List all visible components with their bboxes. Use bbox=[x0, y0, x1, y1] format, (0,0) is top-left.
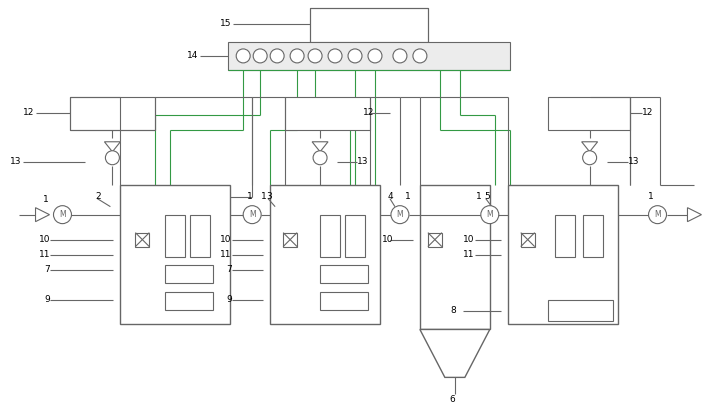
Polygon shape bbox=[312, 142, 328, 152]
Circle shape bbox=[393, 49, 407, 63]
Bar bbox=[428, 232, 442, 247]
Bar bbox=[583, 215, 603, 257]
Text: 1: 1 bbox=[405, 192, 411, 201]
Text: 10: 10 bbox=[220, 235, 231, 244]
Text: 12: 12 bbox=[22, 108, 34, 117]
Polygon shape bbox=[105, 142, 120, 152]
Text: 13: 13 bbox=[357, 157, 368, 166]
Polygon shape bbox=[582, 142, 598, 152]
Text: 11: 11 bbox=[220, 250, 231, 259]
Text: 12: 12 bbox=[363, 108, 374, 117]
Bar bbox=[554, 215, 575, 257]
Circle shape bbox=[270, 49, 284, 63]
Text: M: M bbox=[654, 210, 661, 219]
Circle shape bbox=[53, 206, 71, 224]
Text: 13: 13 bbox=[627, 157, 639, 166]
Circle shape bbox=[236, 49, 250, 63]
Bar bbox=[508, 185, 618, 324]
Circle shape bbox=[583, 151, 596, 165]
Circle shape bbox=[243, 206, 261, 224]
Text: 1: 1 bbox=[247, 192, 253, 201]
Text: 1: 1 bbox=[43, 195, 48, 204]
Bar bbox=[548, 97, 629, 130]
Text: 5: 5 bbox=[484, 192, 490, 201]
Text: 15: 15 bbox=[220, 19, 231, 28]
Circle shape bbox=[328, 49, 342, 63]
Circle shape bbox=[290, 49, 304, 63]
Circle shape bbox=[648, 206, 666, 224]
Circle shape bbox=[368, 49, 382, 63]
Text: 10: 10 bbox=[38, 235, 50, 244]
Circle shape bbox=[481, 206, 499, 224]
Bar bbox=[548, 300, 613, 322]
Text: 7: 7 bbox=[226, 265, 232, 274]
Bar bbox=[285, 97, 370, 130]
Circle shape bbox=[391, 206, 409, 224]
Text: 6: 6 bbox=[449, 395, 455, 404]
Text: 1: 1 bbox=[261, 192, 267, 201]
Bar bbox=[320, 264, 368, 283]
Bar bbox=[320, 215, 340, 257]
Text: M: M bbox=[249, 210, 255, 219]
Bar bbox=[165, 264, 213, 283]
Text: 14: 14 bbox=[187, 51, 199, 60]
Text: M: M bbox=[59, 210, 66, 219]
Text: 8: 8 bbox=[451, 306, 456, 315]
Bar bbox=[71, 97, 155, 130]
Text: 7: 7 bbox=[45, 265, 50, 274]
Text: 12: 12 bbox=[642, 108, 653, 117]
Bar bbox=[420, 185, 490, 330]
Text: 11: 11 bbox=[38, 250, 50, 259]
Text: M: M bbox=[487, 210, 493, 219]
Bar bbox=[190, 215, 211, 257]
Bar bbox=[165, 215, 185, 257]
Text: 11: 11 bbox=[463, 250, 474, 259]
Polygon shape bbox=[688, 208, 702, 222]
Bar bbox=[310, 8, 428, 42]
Circle shape bbox=[348, 49, 362, 63]
Bar bbox=[270, 185, 380, 324]
Bar bbox=[521, 232, 535, 247]
Text: 10: 10 bbox=[463, 235, 474, 244]
Circle shape bbox=[313, 151, 327, 165]
Text: 1: 1 bbox=[647, 192, 653, 201]
Circle shape bbox=[105, 151, 120, 165]
Text: 2: 2 bbox=[95, 192, 101, 201]
Circle shape bbox=[413, 49, 427, 63]
Text: 4: 4 bbox=[388, 192, 394, 201]
Bar bbox=[320, 292, 368, 309]
Circle shape bbox=[308, 49, 322, 63]
Polygon shape bbox=[35, 208, 50, 222]
Bar bbox=[229, 42, 510, 70]
Bar bbox=[136, 232, 149, 247]
Bar bbox=[165, 292, 213, 309]
Text: 13: 13 bbox=[9, 157, 21, 166]
Text: 10: 10 bbox=[382, 235, 394, 244]
Text: 9: 9 bbox=[226, 295, 232, 304]
Bar bbox=[345, 215, 365, 257]
Text: 9: 9 bbox=[45, 295, 50, 304]
Text: M: M bbox=[397, 210, 403, 219]
Bar bbox=[283, 232, 297, 247]
Text: 1: 1 bbox=[476, 192, 482, 201]
Circle shape bbox=[253, 49, 267, 63]
Bar bbox=[120, 185, 230, 324]
Text: 3: 3 bbox=[266, 192, 272, 201]
Polygon shape bbox=[420, 330, 490, 377]
